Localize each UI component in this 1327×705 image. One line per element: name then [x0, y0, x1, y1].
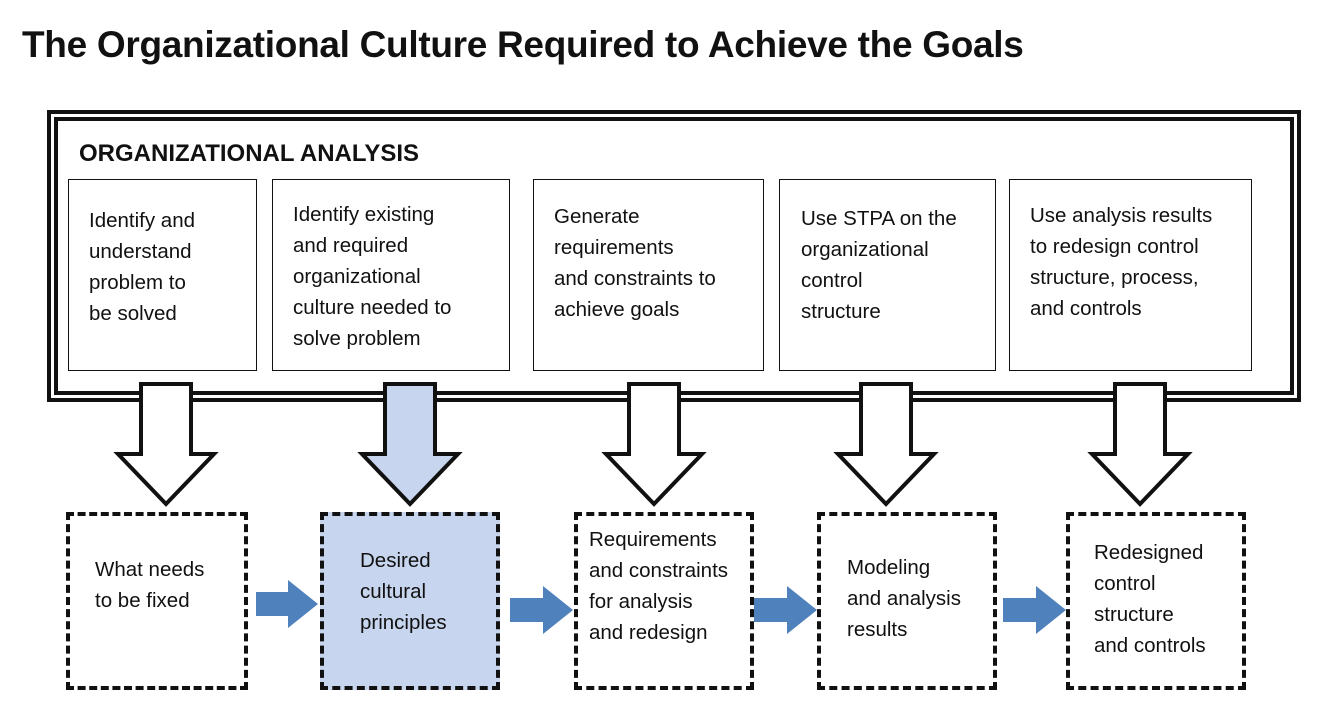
right-arrow-icon [510, 586, 573, 634]
down-arrow-icon [357, 382, 463, 507]
right-arrow-icon [1003, 586, 1066, 634]
step-line: Use analysis results [1030, 204, 1213, 227]
step-line: to redesign control [1030, 235, 1199, 258]
down-arrow-icon [601, 382, 707, 507]
down-arrow-icon [1087, 382, 1193, 507]
step-use-stpa: Use STPA on the organizational control s… [779, 179, 996, 371]
output-line: and constraints [589, 559, 729, 582]
down-arrow-icon [833, 382, 939, 507]
page-title: The Organizational Culture Required to A… [22, 24, 1024, 65]
output-line: Redesigned [1094, 541, 1204, 564]
output-redesigned-control-structure: Redesigned control structure and control… [1066, 512, 1246, 690]
output-line: to be fixed [95, 589, 190, 612]
output-requirements-constraints: Requirements and constraints for analysi… [574, 512, 754, 690]
step-line: control [801, 269, 863, 292]
step-line: understand [89, 240, 192, 263]
step-line: and required [293, 234, 409, 257]
output-line: cultural [360, 580, 427, 603]
output-line: for analysis [589, 590, 693, 613]
step-line: and constraints to [554, 267, 716, 290]
output-line: results [847, 618, 908, 641]
step-line: Identify and [89, 209, 195, 232]
step-identify-culture: Identify existing and required organizat… [272, 179, 510, 371]
output-line: Requirements [589, 528, 717, 551]
step-line: requirements [554, 236, 674, 259]
output-line: principles [360, 611, 447, 634]
right-arrow-icon [256, 580, 318, 628]
step-line: Identify existing [293, 203, 435, 226]
step-redesign: Use analysis results to redesign control… [1009, 179, 1252, 371]
output-line: structure [1094, 603, 1174, 626]
output-line: and analysis [847, 587, 961, 610]
output-line: control [1094, 572, 1156, 595]
output-desired-cultural-principles: Desired cultural principles [320, 512, 500, 690]
output-line: What needs [95, 558, 205, 581]
step-line: structure, process, [1030, 266, 1199, 289]
output-modeling-results: Modeling and analysis results [817, 512, 997, 690]
output-line: and controls [1094, 634, 1206, 657]
output-line: Modeling [847, 556, 931, 579]
step-line: Generate [554, 205, 640, 228]
output-line: and redesign [589, 621, 708, 644]
step-line: and controls [1030, 297, 1142, 320]
step-line: achieve goals [554, 298, 680, 321]
step-line: culture needed to [293, 296, 452, 319]
right-arrow-icon [752, 586, 817, 634]
output-line: Desired [360, 549, 431, 572]
output-what-needs-fixing: What needs to be fixed [66, 512, 248, 690]
step-line: problem to [89, 271, 186, 294]
step-identify-problem: Identify and understand problem to be so… [68, 179, 257, 371]
step-line: structure [801, 300, 881, 323]
section-label: ORGANIZATIONAL ANALYSIS [79, 140, 420, 167]
step-line: organizational [801, 238, 929, 261]
step-generate-requirements: Generate requirements and constraints to… [533, 179, 764, 371]
down-arrow-icon [113, 382, 219, 507]
step-line: Use STPA on the [801, 207, 957, 230]
step-line: solve problem [293, 327, 421, 350]
step-line: be solved [89, 302, 177, 325]
step-line: organizational [293, 265, 421, 288]
